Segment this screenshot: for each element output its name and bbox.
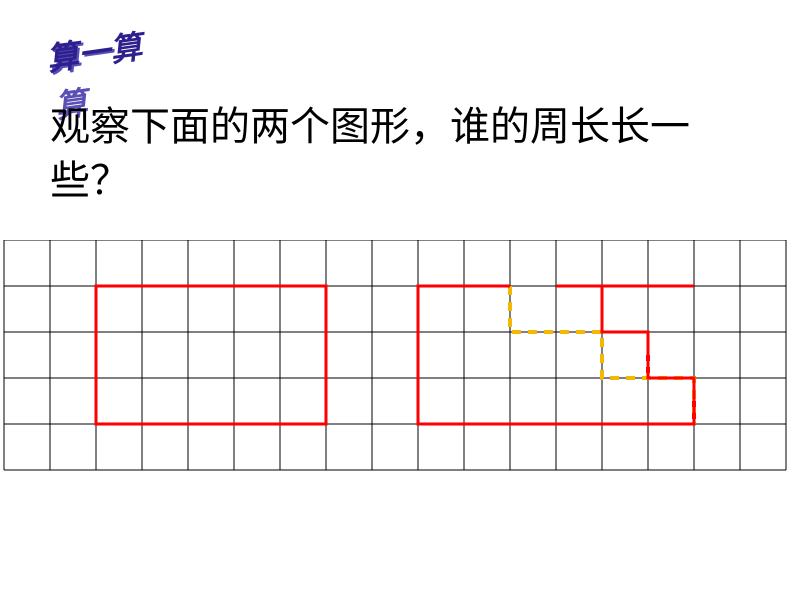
question-text: 观察下面的两个图形，谁的周长长一些？ — [50, 100, 750, 208]
grid-svg — [0, 240, 794, 480]
figure-grid-container — [0, 240, 794, 470]
header-calculate-label: 算一算 算一算 — [43, 22, 144, 81]
